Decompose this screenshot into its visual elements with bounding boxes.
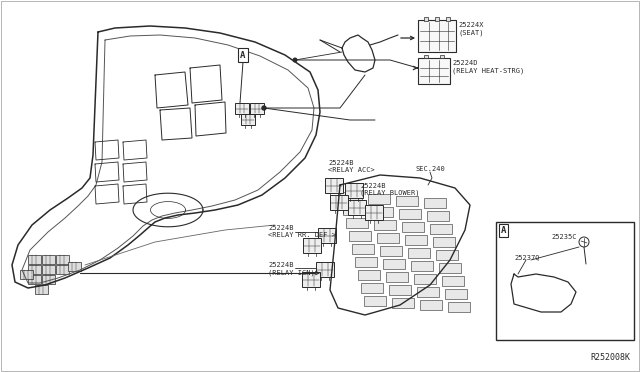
Bar (424, 17, 428, 21)
Circle shape (262, 106, 266, 110)
Bar (355, 257, 377, 267)
Bar (445, 289, 467, 299)
Bar (435, 17, 439, 21)
Bar (318, 228, 336, 243)
Bar (316, 262, 334, 277)
Text: 25224B
<RELAY RR. DEF >: 25224B <RELAY RR. DEF > (268, 225, 336, 238)
Bar (364, 296, 386, 306)
Bar (442, 276, 464, 286)
Bar (448, 302, 470, 312)
Bar (358, 270, 380, 280)
Bar (28, 275, 41, 284)
Bar (411, 261, 433, 271)
Bar (424, 55, 428, 58)
Bar (346, 218, 368, 228)
Bar (352, 244, 374, 254)
Bar (303, 238, 321, 253)
Bar (235, 103, 249, 114)
Bar (35, 285, 48, 294)
Text: A: A (240, 51, 246, 60)
Bar (330, 195, 348, 210)
Bar (383, 259, 405, 269)
Bar (396, 196, 418, 206)
Text: 25224X
(SEAT): 25224X (SEAT) (458, 22, 483, 35)
Bar (361, 283, 383, 293)
Text: 25224B
(RELAY BLOWER): 25224B (RELAY BLOWER) (360, 183, 419, 196)
Bar (417, 287, 439, 297)
Text: A: A (501, 226, 506, 235)
Circle shape (292, 58, 298, 62)
Bar (436, 250, 458, 260)
Bar (380, 246, 402, 256)
Bar (56, 265, 69, 274)
Bar (340, 192, 362, 202)
Bar (399, 209, 421, 219)
Bar (28, 265, 41, 274)
Bar (405, 235, 427, 245)
Bar (418, 58, 450, 84)
Bar (389, 285, 411, 295)
Text: 25237Q: 25237Q (514, 254, 540, 260)
Bar (343, 205, 365, 215)
Text: 25224D
(RELAY HEAT-STRG): 25224D (RELAY HEAT-STRG) (452, 60, 524, 74)
Bar (371, 207, 393, 217)
Bar (349, 231, 371, 241)
Bar (345, 183, 363, 198)
Bar (325, 178, 343, 193)
Text: 25235C: 25235C (551, 234, 577, 240)
Bar (365, 205, 383, 220)
Bar (348, 200, 366, 215)
Bar (374, 220, 396, 230)
Bar (392, 298, 414, 308)
Bar (250, 103, 264, 114)
Bar (439, 263, 461, 273)
Text: 25224B
<RELAY ACC>: 25224B <RELAY ACC> (328, 160, 375, 173)
Bar (447, 17, 451, 21)
Bar (402, 222, 424, 232)
Bar (424, 198, 446, 208)
Bar (408, 248, 430, 258)
Bar (42, 255, 55, 264)
Text: 25224B
(RELAY IGN): 25224B (RELAY IGN) (268, 262, 315, 276)
Bar (496, 222, 634, 340)
Bar (386, 272, 408, 282)
Bar (302, 272, 320, 287)
Text: R252008K: R252008K (590, 353, 630, 362)
Bar (42, 275, 55, 284)
Bar (427, 211, 449, 221)
Bar (377, 233, 399, 243)
Bar (68, 262, 81, 271)
Bar (42, 265, 55, 274)
Bar (433, 237, 455, 247)
Bar (20, 270, 33, 279)
Bar (28, 255, 41, 264)
Bar (414, 274, 436, 284)
Bar (418, 20, 456, 52)
Bar (368, 194, 390, 204)
Bar (440, 55, 444, 58)
Bar (241, 114, 255, 125)
Bar (56, 255, 69, 264)
Text: SEC.240: SEC.240 (415, 166, 445, 172)
Bar (420, 300, 442, 310)
Bar (430, 224, 452, 234)
